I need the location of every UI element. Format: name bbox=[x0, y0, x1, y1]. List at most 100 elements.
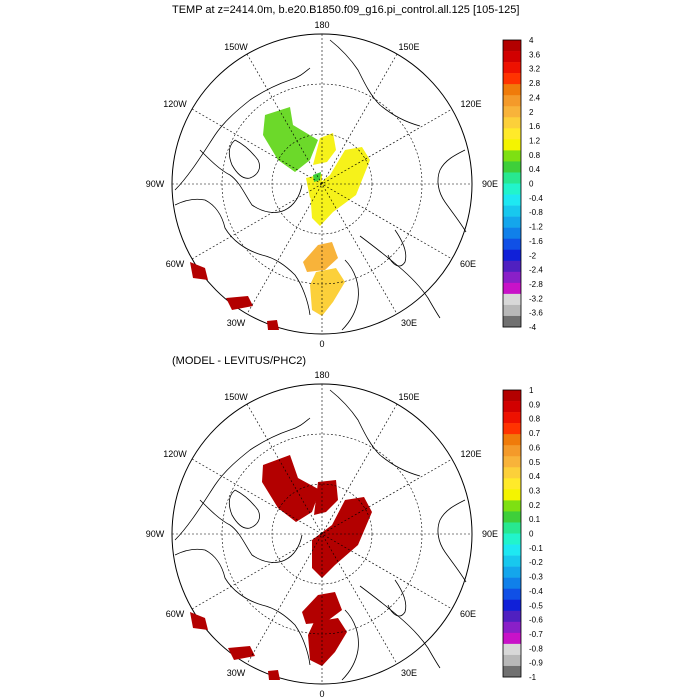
colorbar-label: 0.7 bbox=[529, 429, 541, 438]
colorbar-swatch bbox=[503, 73, 521, 85]
data-region bbox=[268, 670, 280, 680]
lon-label-60e: 60E bbox=[460, 259, 476, 269]
data-region bbox=[303, 242, 338, 272]
panel-2-lon-labels: 180 0 90W 90E 150W 120W 150E 120E 60W 30… bbox=[146, 370, 498, 699]
colorbar-swatch bbox=[503, 51, 521, 63]
colorbar-swatch bbox=[503, 194, 521, 206]
colorbar-swatch bbox=[503, 216, 521, 228]
colorbar-frame bbox=[502, 39, 522, 328]
colorbar-label: 3.6 bbox=[529, 50, 541, 59]
lon-label-120w: 120W bbox=[163, 449, 187, 459]
colorbar-swatch bbox=[503, 249, 521, 262]
colorbar-label: -0.2 bbox=[529, 558, 543, 567]
data-region bbox=[263, 107, 318, 172]
colorbar-swatch bbox=[503, 282, 521, 295]
lon-label-120e: 120E bbox=[460, 99, 481, 109]
lon-label-top: 180 bbox=[314, 370, 329, 380]
colorbar-swatch bbox=[503, 139, 521, 151]
colorbar-label: 0 bbox=[529, 180, 534, 189]
colorbar-swatch bbox=[503, 150, 521, 162]
panel-1-colorbar: 4 3.6 3.2 2.8 2.4 2 1.6 1.2 0.8 0.4 0 -0.4 -0.8 -1.2 -… bbox=[502, 36, 543, 332]
colorbar-swatch bbox=[503, 117, 521, 129]
colorbar-swatch bbox=[503, 577, 521, 589]
lon-label-top: 180 bbox=[314, 20, 329, 30]
colorbar-swatch bbox=[503, 172, 521, 184]
colorbar-swatch bbox=[503, 478, 521, 490]
colorbar-label: 0.1 bbox=[529, 515, 541, 524]
data-region bbox=[228, 646, 255, 660]
colorbar-swatch bbox=[503, 665, 521, 678]
colorbar-swatch bbox=[503, 106, 521, 118]
colorbar-label: -0.8 bbox=[529, 644, 543, 653]
colorbar-label: 0.8 bbox=[529, 415, 541, 424]
lon-label-150w: 150W bbox=[224, 392, 248, 402]
colorbar-swatch bbox=[503, 467, 521, 479]
data-region bbox=[226, 296, 253, 310]
data-region bbox=[314, 480, 338, 515]
lon-label-150e: 150E bbox=[398, 392, 419, 402]
colorbar-label: 3.2 bbox=[529, 65, 541, 74]
colorbar-label: 2 bbox=[529, 108, 534, 117]
data-region bbox=[312, 497, 372, 578]
colorbar-swatch bbox=[503, 128, 521, 140]
panel-1-colorbar-labels: 4 3.6 3.2 2.8 2.4 2 1.6 1.2 0.8 0.4 0 -0.4 -0.8 -1.2 -… bbox=[529, 36, 543, 332]
colorbar-swatch bbox=[503, 511, 521, 523]
colorbar-label: -1 bbox=[529, 673, 537, 682]
colorbar-swatch bbox=[503, 401, 521, 413]
colorbar-swatch bbox=[503, 62, 521, 74]
colorbar-label: -2.8 bbox=[529, 280, 543, 289]
colorbar-label: 2.4 bbox=[529, 93, 541, 102]
panel-1-colorbar-swatches bbox=[502, 39, 522, 328]
colorbar-label: -0.3 bbox=[529, 573, 543, 582]
colorbar-label: 0 bbox=[529, 530, 534, 539]
lon-label-60e: 60E bbox=[460, 609, 476, 619]
colorbar-swatch bbox=[503, 260, 521, 273]
colorbar-swatch bbox=[503, 522, 521, 534]
colorbar-swatch bbox=[503, 544, 521, 556]
colorbar-label: -3.6 bbox=[529, 309, 543, 318]
colorbar-label: 0.4 bbox=[529, 472, 541, 481]
colorbar-label: -0.9 bbox=[529, 659, 543, 668]
colorbar-label: -0.4 bbox=[529, 587, 543, 596]
colorbar-label: -0.4 bbox=[529, 194, 543, 203]
data-region bbox=[190, 262, 208, 280]
lon-label-bottom: 0 bbox=[319, 689, 324, 699]
colorbar-swatch bbox=[503, 304, 521, 317]
colorbar-label: 0.2 bbox=[529, 501, 541, 510]
lon-label-120e: 120E bbox=[460, 449, 481, 459]
lon-label-30e: 30E bbox=[401, 318, 417, 328]
colorbar-label: -2.4 bbox=[529, 266, 543, 275]
colorbar-swatch bbox=[503, 555, 521, 567]
lon-label-left: 90W bbox=[146, 529, 165, 539]
lon-label-150w: 150W bbox=[224, 42, 248, 52]
lon-label-30w: 30W bbox=[227, 318, 246, 328]
colorbar-swatch bbox=[503, 315, 521, 328]
colorbar-label: 0.9 bbox=[529, 400, 541, 409]
colorbar-label: 1 bbox=[529, 386, 534, 395]
colorbar-swatch bbox=[503, 489, 521, 501]
panel-2-colorbar-swatches bbox=[502, 389, 522, 678]
lon-label-right: 90E bbox=[482, 179, 498, 189]
colorbar-swatch bbox=[503, 588, 521, 601]
colorbar-swatch bbox=[503, 621, 521, 634]
colorbar-swatch bbox=[503, 95, 521, 107]
colorbar-label: 0.6 bbox=[529, 443, 541, 452]
colorbar-label: -0.7 bbox=[529, 630, 543, 639]
colorbar-label: -1.6 bbox=[529, 237, 543, 246]
colorbar-swatch bbox=[503, 161, 521, 173]
colorbar-label: 1.6 bbox=[529, 122, 541, 131]
colorbar-label: 0.4 bbox=[529, 165, 541, 174]
panel-2-title: (MODEL - LEVITUS/PHC2) bbox=[172, 355, 306, 367]
data-region bbox=[310, 147, 370, 226]
colorbar-label: 0.5 bbox=[529, 458, 541, 467]
panel-2-colorbar-labels: 1 0.9 0.8 0.7 0.6 0.5 0.4 0.3 0.2 0.1 0 -0.1 -0.2 -0.… bbox=[529, 386, 543, 682]
panel-1-data-regions bbox=[190, 107, 370, 330]
colorbar-label: 2.8 bbox=[529, 79, 541, 88]
colorbar-swatch bbox=[503, 238, 521, 251]
lon-label-120w: 120W bbox=[163, 99, 187, 109]
colorbar-swatch bbox=[503, 599, 521, 612]
colorbar-swatch bbox=[503, 271, 521, 284]
panel-2-map: 180 0 90W 90E 150W 120W 150E 120E 60W 30… bbox=[146, 370, 498, 699]
colorbar-swatch bbox=[503, 632, 521, 645]
